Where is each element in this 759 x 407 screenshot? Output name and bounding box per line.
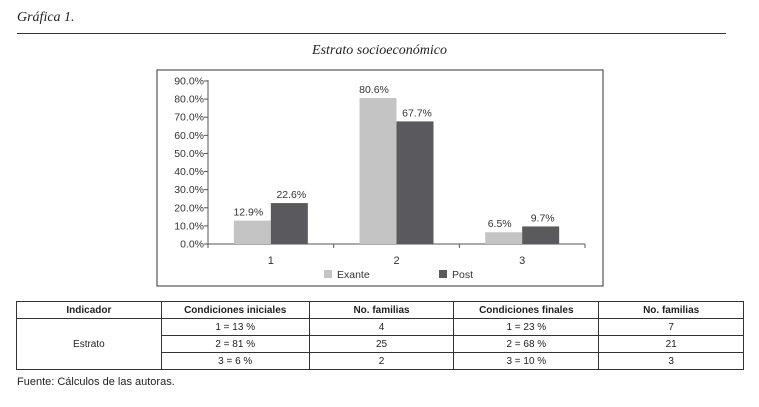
data-table: Indicador Condiciones iniciales No. fami… xyxy=(16,301,744,370)
legend-label-exante: Exante xyxy=(337,269,370,281)
y-tick-label: 10.0% xyxy=(174,220,204,232)
table-cell: 2 = 68 % xyxy=(453,335,600,353)
chart-title: Estrato socioeconómico xyxy=(312,43,447,58)
data-label: 6.5% xyxy=(488,218,512,230)
table-row: Estrato 1 = 13 % 4 1 = 23 % 7 xyxy=(16,318,744,370)
data-label: 9.7% xyxy=(531,212,555,224)
table-cell: 21 xyxy=(598,335,744,353)
y-tick-label: 30.0% xyxy=(174,184,204,196)
y-tick-label: 40.0% xyxy=(174,166,204,178)
bar-post-3 xyxy=(522,226,560,244)
bars: 12.9% 22.6% 80.6% 67.7% 6.5% 9.7% xyxy=(233,84,560,244)
header-indicador: Indicador xyxy=(16,301,162,319)
chart-frame xyxy=(156,69,604,287)
table-cell: 4 xyxy=(308,318,455,336)
bar-post-2 xyxy=(396,121,434,244)
data-label: 67.7% xyxy=(402,107,432,119)
y-tick-label: 80.0% xyxy=(174,94,204,106)
table-cell: 1 = 23 % xyxy=(453,318,600,336)
bar-chart: 0.0% 10.0% 20.0% 30.0% 40.0% 50.0% 60.0% 70.0% 8… xyxy=(156,69,604,287)
x-axis: 1 2 3 xyxy=(207,243,586,267)
table-header-row: Indicador Condiciones iniciales No. fami… xyxy=(16,301,744,319)
table-cell: 1 = 13 % xyxy=(160,318,310,336)
legend-label-post: Post xyxy=(452,269,473,281)
table-cell: 3 xyxy=(598,352,744,370)
table-cell: 7 xyxy=(598,318,744,336)
data-label: 22.6% xyxy=(276,189,306,201)
bar-exante-3 xyxy=(485,232,523,244)
table-cell: 3 = 10 % xyxy=(453,352,600,370)
y-tick-label: 70.0% xyxy=(174,112,204,124)
y-tick-label: 50.0% xyxy=(174,148,204,160)
bar-exante-2 xyxy=(359,98,397,244)
legend-swatch-exante xyxy=(324,270,332,278)
table-cell: 2 xyxy=(308,352,455,370)
legend-swatch-post xyxy=(439,270,447,278)
top-rule xyxy=(17,33,726,34)
table-cell: 25 xyxy=(308,335,455,353)
legend: Exante Post xyxy=(324,269,473,281)
y-axis: 0.0% 10.0% 20.0% 30.0% 40.0% 50.0% 60.0% 70.0% 8… xyxy=(174,76,209,251)
y-tick-label: 90.0% xyxy=(174,76,204,88)
figure-label: Gráfica 1. xyxy=(17,10,75,25)
x-tick-label: 3 xyxy=(519,255,525,267)
y-tick-label: 20.0% xyxy=(174,202,204,214)
y-tick-label: 60.0% xyxy=(174,130,204,142)
x-tick-label: 1 xyxy=(268,255,274,267)
table-cell: 2 = 81 % xyxy=(160,335,310,353)
table-cell: 3 = 6 % xyxy=(160,352,310,370)
header-no-familias-iniciales: No. familias xyxy=(308,301,455,319)
data-label: 80.6% xyxy=(359,84,389,96)
bar-post-1 xyxy=(270,203,308,244)
table-row: 3 = 6 % 2 3 = 10 % 3 xyxy=(17,352,744,370)
bar-exante-1 xyxy=(233,220,271,244)
source-note: Fuente: Cálculos de las autoras. xyxy=(17,376,175,388)
header-condiciones-iniciales: Condiciones iniciales xyxy=(160,301,310,319)
x-tick-label: 2 xyxy=(393,255,399,267)
y-tick-label: 0.0% xyxy=(180,239,204,251)
data-label: 12.9% xyxy=(233,207,263,219)
indicator-cell: Estrato xyxy=(16,318,162,370)
header-condiciones-finales: Condiciones finales xyxy=(453,301,600,319)
header-no-familias-finales: No. familias xyxy=(598,301,744,319)
